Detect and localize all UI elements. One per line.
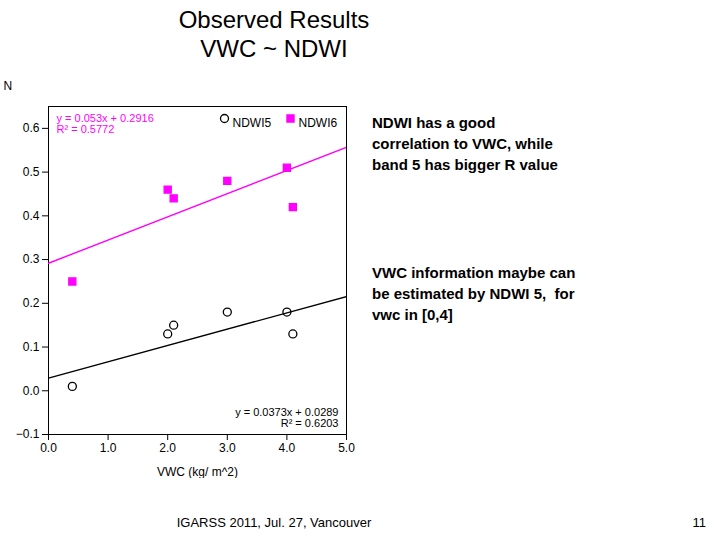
svg-text:y = 0.053x + 0.2916R² = 0.5772: y = 0.053x + 0.2916R² = 0.5772 (57, 112, 154, 135)
svg-text:VWC (kg/ m^2): VWC (kg/ m^2) (157, 465, 238, 479)
html-text:Observed Results VWC ~ NDWI: Observed Results VWC ~ NDWI (178, 6, 370, 62)
svg-text:NDWI6: NDWI6 (299, 116, 338, 130)
html-text:VWC information maybe can be e: VWC information maybe can be estimated b… (372, 264, 576, 323)
svg-text:5.0: 5.0 (338, 441, 355, 455)
svg-text:4.0: 4.0 (279, 441, 296, 455)
svg-text:2.0: 2.0 (159, 441, 176, 455)
svg-text:NDWI5: NDWI5 (233, 116, 272, 130)
svg-text:1.0: 1.0 (100, 441, 117, 455)
svg-text:0.0: 0.0 (40, 441, 57, 455)
svg-text:3.0: 3.0 (219, 441, 236, 455)
svg-text:N: N (4, 79, 13, 93)
svg-text:0.3: 0.3 (23, 252, 40, 266)
svg-text:0.4: 0.4 (23, 209, 40, 223)
svg-text:y = 0.0373x + 0.0289R² = 0.620: y = 0.0373x + 0.0289R² = 0.6203 (235, 406, 338, 429)
html-text:11: 11 (692, 515, 706, 530)
svg-text:0.5: 0.5 (23, 165, 40, 179)
html-text:NDWI has a good correlation to: NDWI has a good correlation to VWC, whil… (372, 114, 558, 173)
svg-text:0.1: 0.1 (23, 340, 40, 354)
svg-text:0.6: 0.6 (23, 121, 40, 135)
svg-text:0.0: 0.0 (23, 384, 40, 398)
html-text:IGARSS 2011, Jul. 27, Vancouve: IGARSS 2011, Jul. 27, Vancouver (176, 515, 372, 530)
svg-text:0.2: 0.2 (23, 296, 40, 310)
svg-text:−0.1: −0.1 (16, 427, 40, 441)
